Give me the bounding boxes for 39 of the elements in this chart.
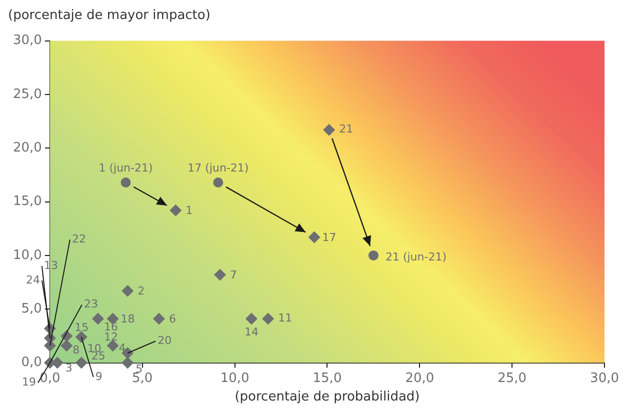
annotation: 21 (jun-21) [385, 250, 446, 264]
annotation: 4 [118, 341, 126, 354]
annotation: 20 [158, 334, 172, 347]
annotation: 12 [104, 330, 118, 344]
annotation: 15 [74, 320, 89, 334]
y-tick-label: 5,0 [21, 302, 42, 317]
x-tick-label: 0,0 [40, 370, 60, 386]
annotation: 18 [120, 312, 135, 326]
annotation: 17 (jun-21) [188, 161, 249, 174]
x-tick-label: 25,0 [498, 370, 527, 386]
annotation: 1 [186, 204, 193, 218]
annotation: 5 [136, 362, 143, 376]
annotation: 3 [65, 362, 72, 375]
x-axis-title: (porcentaje de probabilidad) [234, 390, 420, 405]
annotation: 11 [278, 312, 292, 325]
annotation: 2 [138, 284, 145, 298]
y-tick-label: 25,0 [12, 86, 42, 102]
annotation: 7 [230, 268, 238, 282]
y-tick-label: 0,0 [21, 355, 42, 370]
x-tick-label: 15,0 [312, 370, 342, 386]
y-axis-title: (porcentaje de mayor impacto) [8, 8, 212, 25]
annotation: 21 [339, 122, 354, 136]
y-tick-label: 30,0 [12, 33, 42, 48]
annotation: 14 [244, 326, 258, 339]
annotation: 24 [26, 273, 40, 286]
y-tick-label: 15,0 [12, 194, 42, 210]
y-tick-label: 20,0 [12, 140, 42, 156]
x-tick-label: 30,0 [590, 370, 620, 386]
annotation: 22 [72, 232, 86, 246]
annotation: 6 [169, 312, 176, 326]
x-tick-label: 20,0 [405, 370, 434, 386]
annotation: 1 (jun-21) [98, 161, 153, 174]
annotation: 17 [322, 231, 336, 244]
annotation: 19 [22, 376, 36, 389]
annotation: 9 [95, 370, 102, 383]
annotation: 23 [84, 298, 98, 311]
annotation: 8 [72, 343, 80, 356]
y-tick-label: 10,0 [12, 248, 42, 263]
x-tick-label: 10,0 [220, 370, 250, 386]
